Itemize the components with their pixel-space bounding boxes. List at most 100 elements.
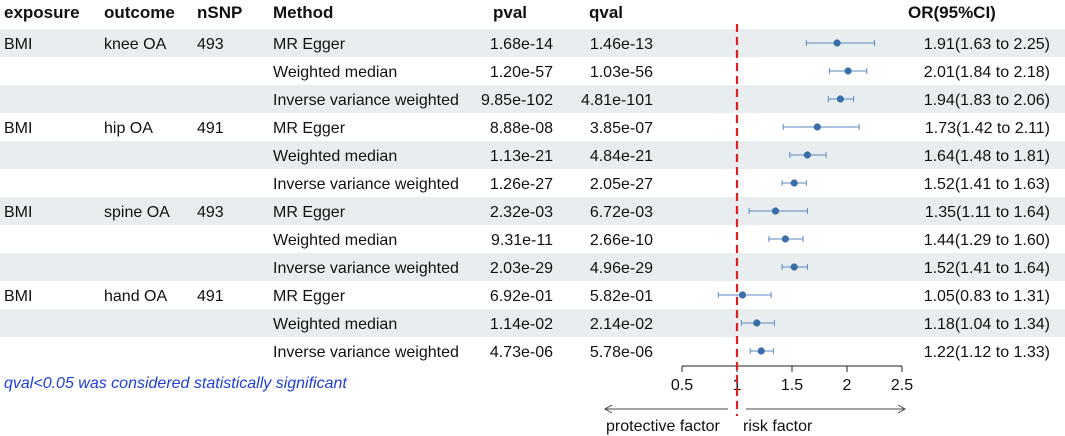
cell-pval: 1.13e-21: [490, 148, 553, 165]
cell-nsnp: 491: [197, 288, 224, 305]
cell-or: 1.64(1.48 to 1.81): [924, 148, 1050, 165]
cell-pval: 2.32e-03: [490, 204, 553, 221]
cell-qval: 4.96e-29: [590, 260, 653, 277]
or-point: [757, 347, 765, 355]
cell-or: 1.91(1.63 to 2.25): [924, 36, 1050, 53]
header-exposure: exposure: [4, 3, 80, 22]
cell-pval: 9.85e-102: [481, 92, 553, 109]
cell-exposure: BMI: [4, 204, 32, 221]
cell-pval: 6.92e-01: [490, 288, 553, 305]
row-band: [0, 85, 1065, 113]
cell-pval: 1.68e-14: [490, 36, 553, 53]
cell-outcome: knee OA: [104, 36, 167, 53]
cell-or: 1.52(1.41 to 1.63): [924, 176, 1050, 193]
cell-outcome: hand OA: [104, 288, 167, 305]
row-band: [0, 141, 1065, 169]
cell-nsnp: 491: [197, 120, 224, 137]
cell-method: Weighted median: [273, 148, 397, 165]
cell-exposure: BMI: [4, 288, 32, 305]
cell-or: 1.22(1.12 to 1.33): [924, 344, 1050, 361]
row-band: [0, 253, 1065, 281]
header-pval: pval: [493, 3, 527, 22]
header-method: Method: [273, 3, 333, 22]
cell-method: MR Egger: [273, 36, 346, 53]
cell-or: 1.18(1.04 to 1.34): [924, 316, 1050, 333]
risk-arrow-head: [897, 404, 907, 414]
row-band: [0, 29, 1065, 57]
or-point: [836, 95, 845, 103]
cell-exposure: BMI: [4, 120, 32, 137]
cell-method: Weighted median: [273, 316, 397, 333]
cell-outcome: hip OA: [104, 120, 153, 137]
protective-factor-label: protective factor: [606, 418, 721, 435]
cell-or: 1.73(1.42 to 2.11): [925, 120, 1050, 137]
cell-qval: 3.85e-07: [590, 120, 653, 137]
cell-pval: 1.14e-02: [490, 316, 553, 333]
cell-nsnp: 493: [197, 36, 224, 53]
cell-method: Weighted median: [273, 232, 397, 249]
or-point: [844, 67, 852, 75]
cell-qval: 5.82e-01: [590, 288, 653, 305]
x-tick-label: 1.5: [781, 377, 803, 394]
or-point: [753, 319, 761, 327]
row-bands: [0, 29, 1065, 337]
cell-pval: 4.73e-06: [490, 344, 553, 361]
cell-or: 1.52(1.41 to 1.64): [924, 260, 1050, 277]
or-point: [790, 263, 798, 271]
x-tick-label: 1: [733, 377, 742, 394]
or-point: [813, 123, 821, 131]
cell-qval: 4.81e-101: [581, 92, 653, 109]
cell-qval: 2.14e-02: [590, 316, 653, 333]
cell-method: Inverse variance weighted: [273, 260, 459, 277]
cell-method: Inverse variance weighted: [273, 344, 459, 361]
cell-or: 1.35(1.11 to 1.64): [925, 204, 1050, 221]
or-point: [790, 179, 798, 187]
cell-qval: 6.72e-03: [590, 204, 653, 221]
cell-or: 1.44(1.29 to 1.60): [924, 232, 1050, 249]
or-point: [803, 151, 812, 159]
cell-method: Inverse variance weighted: [273, 92, 459, 109]
or-point: [833, 39, 841, 47]
cell-method: Inverse variance weighted: [273, 176, 459, 193]
cell-qval: 2.05e-27: [590, 176, 653, 193]
x-tick-label: 2.5: [891, 377, 913, 394]
cell-pval: 8.88e-08: [490, 120, 553, 137]
cell-method: MR Egger: [273, 120, 346, 137]
protective-arrow-head: [603, 404, 613, 414]
or-point: [781, 235, 790, 243]
cell-pval: 9.31e-11: [491, 232, 553, 249]
cell-qval: 1.46e-13: [590, 36, 653, 53]
cell-qval: 2.66e-10: [590, 232, 653, 249]
cell-method: Weighted median: [273, 64, 397, 81]
cell-qval: 5.78e-06: [590, 344, 653, 361]
cell-nsnp: 493: [197, 204, 224, 221]
cell-or: 1.05(0.83 to 1.31): [924, 288, 1050, 305]
cell-qval: 1.03e-56: [590, 64, 653, 81]
risk-factor-label: risk factor: [743, 418, 813, 435]
x-axis: 0.5 1 1.5 2 2.5: [671, 365, 913, 394]
cell-method: MR Egger: [273, 288, 346, 305]
header-or: OR(95%CI): [908, 3, 996, 22]
cell-pval: 1.20e-57: [490, 64, 553, 81]
row-band: [0, 309, 1065, 337]
forest-marks: [717, 39, 875, 355]
cell-outcome: spine OA: [104, 204, 170, 221]
cell-qval: 4.84e-21: [590, 148, 653, 165]
x-tick-label: 2: [843, 377, 852, 394]
cell-exposure: BMI: [4, 36, 32, 53]
table-cells: BMI knee OA 493 MR Egger 1.68e-14 1.46e-13 1.9…: [4, 36, 1050, 361]
header-qval: qval: [589, 3, 623, 22]
cell-pval: 1.26e-27: [490, 176, 553, 193]
cell-pval: 2.03e-29: [490, 260, 553, 277]
header-outcome: outcome: [104, 3, 175, 22]
significance-note: qval<0.05 was considered statistically s…: [4, 375, 347, 392]
or-point: [738, 291, 747, 299]
or-point: [771, 207, 780, 215]
cell-or: 1.94(1.83 to 2.06): [924, 92, 1050, 109]
header-nsnp: nSNP: [197, 3, 242, 22]
row-band: [0, 197, 1065, 225]
cell-method: MR Egger: [273, 204, 346, 221]
cell-or: 2.01(1.84 to 2.18): [924, 64, 1050, 81]
x-tick-label: 0.5: [671, 377, 693, 394]
